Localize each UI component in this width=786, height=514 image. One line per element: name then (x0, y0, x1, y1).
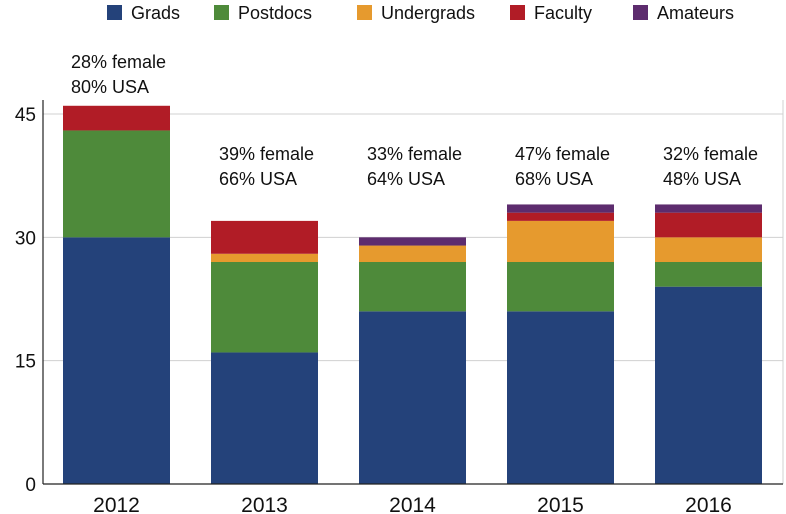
bars (63, 105, 762, 484)
y-tick-label-45: 45 (15, 105, 36, 126)
legend-label-undergrads: Undergrads (381, 3, 475, 23)
legend-swatch-undergrads (357, 5, 372, 20)
bar-grads-2012 (63, 237, 170, 484)
annotation-2013-line-1: 39% female (219, 144, 314, 164)
y-tick-labels: 0 15 30 45 (15, 105, 36, 496)
bar-faculty-2013 (211, 220, 318, 254)
annotation-2016-line-1: 32% female (663, 144, 758, 164)
legend-swatch-faculty (510, 5, 525, 20)
x-tick-label-2016: 2016 (685, 494, 732, 514)
annotation-2012-line-1: 28% female (71, 52, 166, 72)
y-tick-label-0: 0 (25, 475, 36, 496)
annotation-2014-line-2: 64% USA (367, 169, 445, 189)
x-tick-labels: 2012 2013 2014 2015 2016 (93, 494, 732, 514)
bar-postdocs-2013 (211, 262, 318, 353)
bar-postdocs-2015 (507, 262, 614, 312)
x-tick-label-2013: 2013 (241, 494, 288, 514)
bar-postdocs-2016 (655, 262, 762, 287)
bar-grads-2015 (507, 311, 614, 484)
bar-amateurs-2016 (655, 204, 762, 213)
legend-swatch-amateurs (633, 5, 648, 20)
bar-undergrads-2016 (655, 237, 762, 262)
bar-postdocs-2012 (63, 130, 170, 238)
legend-swatch-postdocs (214, 5, 229, 20)
bar-grads-2013 (211, 352, 318, 484)
annotation-2015-line-1: 47% female (515, 144, 610, 164)
bar-postdocs-2014 (359, 262, 466, 312)
legend-label-amateurs: Amateurs (657, 3, 734, 23)
bar-faculty-2016 (655, 212, 762, 238)
annotation-2014-line-1: 33% female (367, 144, 462, 164)
legend: Grads Postdocs Undergrads Faculty Amateurs (107, 3, 734, 23)
annotation-2016-line-2: 48% USA (663, 169, 741, 189)
annotation-2013-line-2: 66% USA (219, 169, 297, 189)
annotation-2012-line-2: 80% USA (71, 77, 149, 97)
legend-swatch-grads (107, 5, 122, 20)
bar-amateurs-2015 (507, 204, 614, 213)
bar-grads-2016 (655, 286, 762, 484)
legend-label-postdocs: Postdocs (238, 3, 312, 23)
legend-label-grads: Grads (131, 3, 180, 23)
bar-grads-2014 (359, 311, 466, 484)
x-tick-label-2014: 2014 (389, 494, 436, 514)
y-tick-label-30: 30 (15, 228, 36, 249)
bar-undergrads-2013 (211, 253, 318, 262)
bar-faculty-2015 (507, 212, 614, 221)
bar-undergrads-2014 (359, 245, 466, 262)
bar-faculty-2012 (63, 105, 170, 131)
x-tick-label-2015: 2015 (537, 494, 584, 514)
bar-amateurs-2014 (359, 237, 466, 246)
legend-label-faculty: Faculty (534, 3, 592, 23)
bar-undergrads-2015 (507, 220, 614, 262)
annotations: 28% female 80% USA 39% female 66% USA 33% fe… (71, 52, 758, 189)
x-tick-label-2012: 2012 (93, 494, 140, 514)
y-tick-label-15: 15 (15, 352, 36, 373)
annotation-2015-line-2: 68% USA (515, 169, 593, 189)
